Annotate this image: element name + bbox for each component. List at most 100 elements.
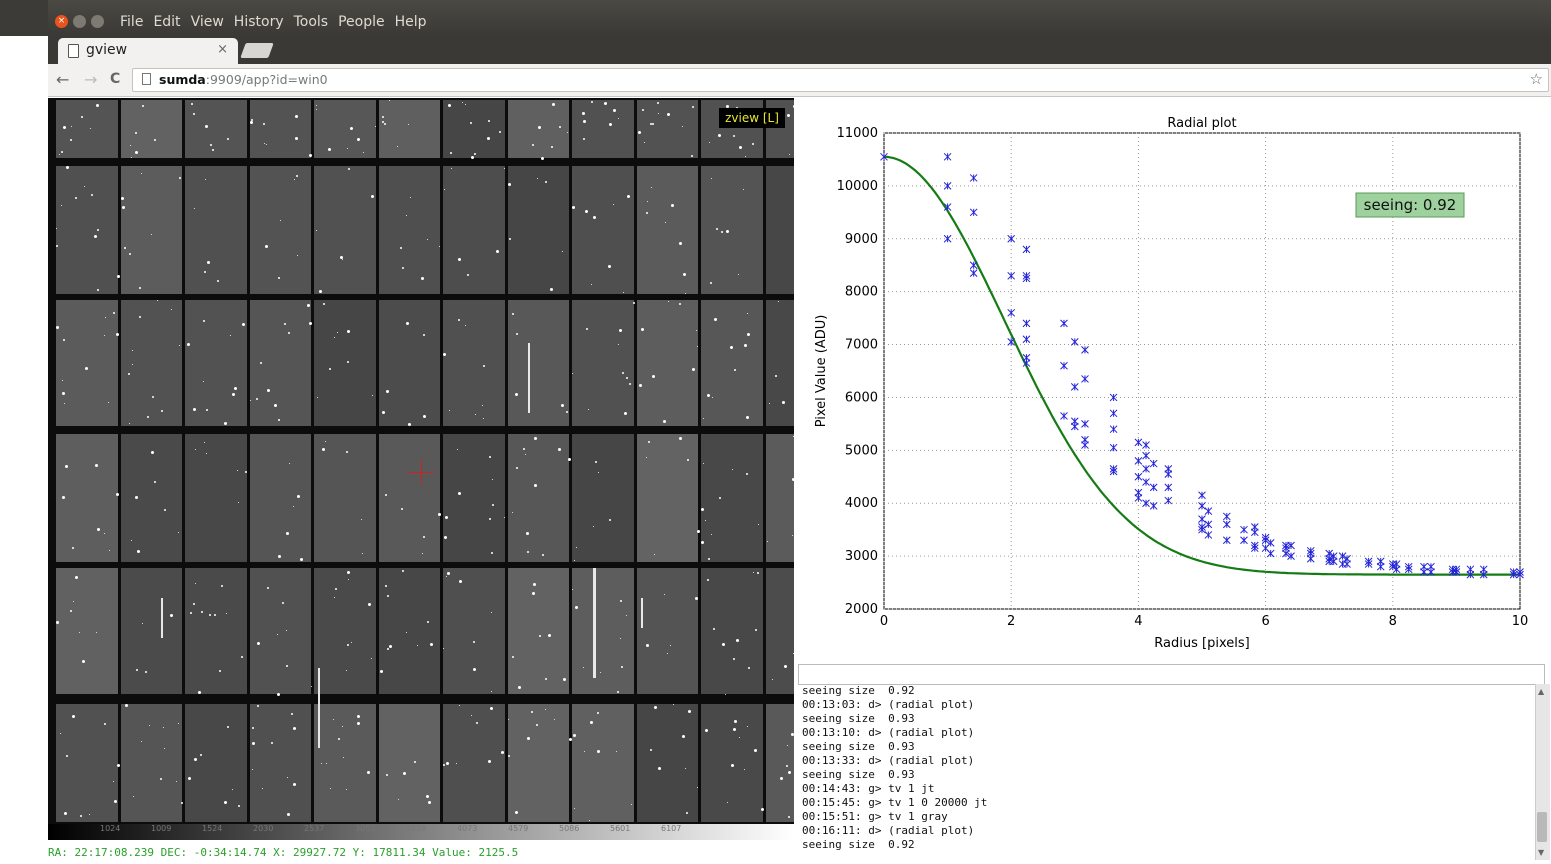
- star: [407, 423, 411, 427]
- window-maximize-button[interactable]: [91, 15, 104, 28]
- console-line: 00:14:43: g> tv 1 jt: [802, 782, 935, 795]
- star: [792, 535, 794, 536]
- star: [362, 151, 364, 153]
- star: [619, 329, 623, 333]
- ccd-chip: [507, 568, 569, 694]
- image-viewer[interactable]: zview [L] 1024 1009 1524 2030 2537 3052 3558 40…: [48, 98, 794, 840]
- star: [407, 124, 409, 126]
- ccd-chip: [701, 704, 763, 822]
- x-tick-label: 10: [1512, 614, 1529, 629]
- ccd-chip: [185, 704, 247, 822]
- star: [340, 255, 344, 259]
- x-tick-label: 8: [1389, 614, 1397, 629]
- radial-plot: 0 2 4 6 8 10 2000 3000 4000 5000 6000 7000 8000 9000 1…: [798, 98, 1551, 660]
- x-tick-label: 0: [880, 614, 888, 629]
- star: [153, 480, 156, 483]
- seeing-annotation-box: [1355, 192, 1465, 218]
- star: [617, 117, 619, 119]
- data-point: [1109, 467, 1118, 476]
- star: [343, 757, 345, 759]
- address-bar[interactable]: sumda:9909/app?id=win0 ☆: [132, 68, 1549, 92]
- star: [551, 103, 555, 106]
- ccd-chip: [443, 434, 505, 562]
- star: [697, 529, 701, 533]
- back-arrow-icon[interactable]: ←: [56, 70, 70, 89]
- star: [71, 125, 72, 127]
- menu-tools[interactable]: Tools: [293, 14, 329, 30]
- star: [388, 100, 390, 102]
- star: [701, 508, 705, 512]
- star: [534, 483, 538, 487]
- star: [458, 492, 462, 496]
- window-minimize-button[interactable]: [73, 15, 86, 28]
- star: [572, 588, 574, 590]
- ccd-chip: [636, 300, 698, 426]
- data-point: [1134, 438, 1143, 447]
- star: [61, 380, 63, 382]
- new-tab-button[interactable]: [240, 43, 274, 58]
- tab-close-icon[interactable]: ×: [217, 42, 228, 57]
- star: [116, 333, 120, 337]
- star: [563, 677, 567, 681]
- star: [265, 244, 269, 248]
- menu-history[interactable]: History: [233, 14, 284, 30]
- star: [205, 179, 207, 181]
- menu-people[interactable]: People: [338, 14, 385, 30]
- star: [79, 814, 82, 817]
- star: [64, 402, 66, 404]
- menu-help[interactable]: Help: [394, 14, 427, 30]
- scroll-up-arrow-icon[interactable]: ▲: [1538, 687, 1545, 696]
- star: [584, 751, 586, 753]
- console-output: seeing size 0.92 00:13:03: d> (radial plo…: [798, 684, 1538, 860]
- ccd-chip: [636, 434, 698, 562]
- star: [492, 503, 495, 506]
- star: [566, 410, 569, 413]
- star: [381, 116, 384, 119]
- console-scroll-thumb[interactable]: [1537, 812, 1547, 842]
- scroll-down-arrow-icon[interactable]: ▼: [1538, 848, 1545, 857]
- star: [296, 174, 299, 177]
- reload-icon[interactable]: C: [110, 71, 121, 87]
- star: [644, 142, 646, 144]
- colorbar-tick-label: 4073: [457, 824, 478, 833]
- star: [233, 387, 237, 391]
- star: [96, 527, 100, 531]
- star: [456, 449, 458, 451]
- saturated-star-streak: [641, 598, 643, 628]
- star: [695, 329, 697, 331]
- forward-arrow-icon[interactable]: →: [84, 70, 98, 89]
- star: [284, 323, 287, 326]
- ccd-chip: [185, 568, 247, 694]
- star: [121, 197, 125, 201]
- colorbar-tick-label: 5601: [610, 824, 631, 833]
- star: [671, 203, 675, 207]
- star: [444, 535, 447, 539]
- star: [316, 396, 318, 398]
- star: [203, 380, 205, 382]
- star: [380, 670, 384, 674]
- colorbar-tick-label: 3558: [406, 824, 427, 833]
- star: [286, 777, 288, 779]
- bookmark-star-icon[interactable]: ☆: [1529, 70, 1543, 88]
- menu-file[interactable]: File: [120, 14, 144, 30]
- star: [229, 334, 231, 336]
- console-input[interactable]: [798, 664, 1545, 685]
- star: [619, 638, 621, 640]
- star: [398, 798, 400, 800]
- ccd-chip: [636, 100, 698, 158]
- menu-view[interactable]: View: [190, 14, 224, 30]
- star: [296, 494, 300, 498]
- star: [315, 229, 317, 231]
- star: [285, 532, 289, 536]
- ccd-chip: [378, 300, 440, 426]
- star: [117, 274, 121, 278]
- star: [443, 647, 445, 649]
- star: [286, 630, 288, 632]
- browser-tab[interactable]: gview ×: [58, 38, 238, 64]
- star: [511, 512, 513, 514]
- data-point: [1142, 441, 1150, 449]
- window-close-button[interactable]: ×: [55, 15, 68, 28]
- star: [242, 323, 246, 327]
- x-axis-label: Radius [pixels]: [1154, 636, 1249, 651]
- menu-edit[interactable]: Edit: [153, 14, 181, 30]
